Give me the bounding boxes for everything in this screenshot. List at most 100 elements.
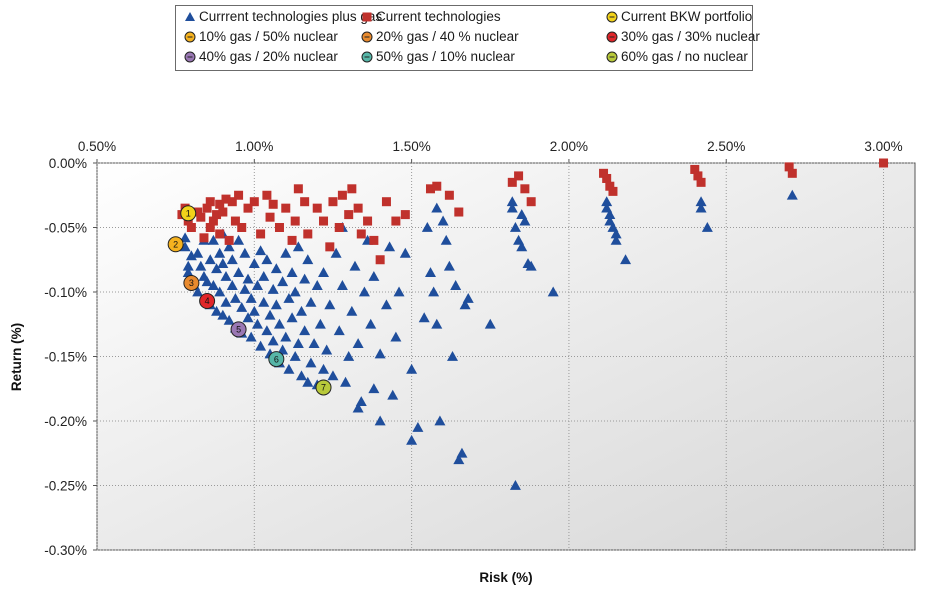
triangle-point — [355, 396, 367, 407]
triangle-point — [283, 363, 295, 374]
legend-item: Current BKW portfolio — [606, 9, 752, 25]
legend-marker-icon — [606, 31, 618, 43]
triangle-point — [277, 276, 289, 287]
x-axis-title: Risk (%) — [479, 570, 532, 585]
portfolio-point-label: 4 — [205, 296, 210, 306]
triangle-point — [270, 263, 282, 274]
square-point — [337, 190, 347, 200]
triangle-point — [192, 247, 204, 258]
square-point — [202, 203, 212, 213]
triangle-point — [217, 258, 229, 269]
square-point — [186, 223, 196, 232]
triangle-point — [305, 296, 317, 307]
triangle-point — [509, 222, 521, 232]
triangle-point — [220, 296, 232, 307]
triangle-point — [214, 286, 226, 297]
triangle-point — [195, 260, 207, 271]
triangle-point — [204, 254, 216, 265]
square-point — [599, 168, 609, 178]
legend-marker-icon — [606, 51, 618, 63]
triangle-point — [374, 415, 386, 426]
legend-item: Current technologies — [361, 9, 501, 25]
triangle-point — [242, 312, 254, 323]
triangle-point — [462, 292, 474, 303]
square-point — [287, 235, 297, 245]
legend-marker-icon — [184, 51, 196, 63]
square-point — [300, 197, 310, 207]
triangle-point — [428, 286, 440, 297]
triangle-point — [223, 314, 235, 325]
legend-marker-icon — [362, 12, 372, 22]
triangle-point — [620, 254, 632, 265]
y-tick-label: -0.05% — [44, 221, 87, 236]
triangle-point — [786, 189, 798, 200]
portfolio-point-label: 1 — [186, 209, 191, 219]
triangle-point — [267, 335, 279, 346]
series-group: 5 — [230, 321, 247, 338]
triangle-point — [302, 254, 314, 265]
portfolio-point-label: 3 — [189, 278, 194, 288]
triangle-point — [258, 296, 270, 307]
triangle-point — [450, 280, 462, 290]
legend-marker-icon — [185, 12, 195, 21]
triangle-point — [239, 247, 251, 258]
triangle-point — [255, 340, 267, 351]
triangle-point — [418, 312, 430, 323]
triangle-point — [305, 357, 317, 368]
x-tick-label: 3.00% — [864, 139, 902, 154]
triangle-point — [412, 421, 424, 432]
legend-item: Currrent technologies plus gas — [184, 9, 382, 25]
triangle-point — [393, 286, 405, 297]
triangle-point — [239, 283, 251, 294]
legend-item: 60% gas / no nuclear — [606, 49, 748, 65]
triangle-point — [421, 222, 433, 232]
triangle-point — [211, 263, 223, 274]
triangle-point — [292, 338, 304, 348]
triangle-point — [406, 363, 418, 374]
portfolio-point — [180, 205, 197, 222]
triangle-point — [327, 370, 339, 381]
triangle-point — [349, 260, 361, 271]
legend-label: 60% gas / no nuclear — [621, 49, 748, 64]
triangle-point — [519, 215, 531, 226]
portfolio-point — [315, 379, 332, 396]
triangle-point — [610, 234, 622, 245]
square-point — [303, 229, 313, 239]
series-group: 6 — [268, 351, 285, 368]
triangle-point — [245, 331, 257, 342]
triangle-point — [484, 318, 496, 329]
triangle-point — [258, 271, 270, 281]
square-point — [787, 168, 797, 178]
x-tick-label: 2.50% — [707, 139, 745, 154]
triangle-point — [506, 202, 518, 213]
triangle-point — [346, 305, 358, 316]
triangle-point — [207, 280, 219, 290]
triangle-point — [296, 370, 307, 381]
square-point — [608, 186, 618, 196]
triangle-point — [330, 247, 342, 258]
portfolio-point — [199, 293, 216, 310]
square-point — [362, 12, 372, 22]
triangle-point — [226, 254, 238, 265]
triangle-point — [220, 271, 232, 281]
triangle-point — [211, 305, 223, 316]
square-point — [353, 203, 363, 213]
series-group: 4 — [199, 293, 216, 310]
triangle-point — [506, 196, 518, 207]
square-point — [227, 197, 237, 207]
square-point — [265, 212, 275, 222]
triangle-point — [380, 299, 392, 310]
legend-marker-icon — [606, 11, 618, 23]
triangle-point — [192, 286, 204, 297]
legend-item: 40% gas / 20% nuclear — [184, 49, 338, 65]
square-point — [514, 171, 524, 181]
square-point — [221, 194, 231, 204]
legend-marker-icon — [361, 31, 373, 43]
legend-label: Current BKW portfolio — [621, 9, 753, 24]
triangle-point — [336, 280, 348, 290]
square-point — [218, 207, 228, 217]
triangle-point — [431, 202, 443, 213]
triangle-point — [610, 228, 622, 239]
square-point — [237, 223, 247, 232]
square-point — [256, 229, 266, 239]
